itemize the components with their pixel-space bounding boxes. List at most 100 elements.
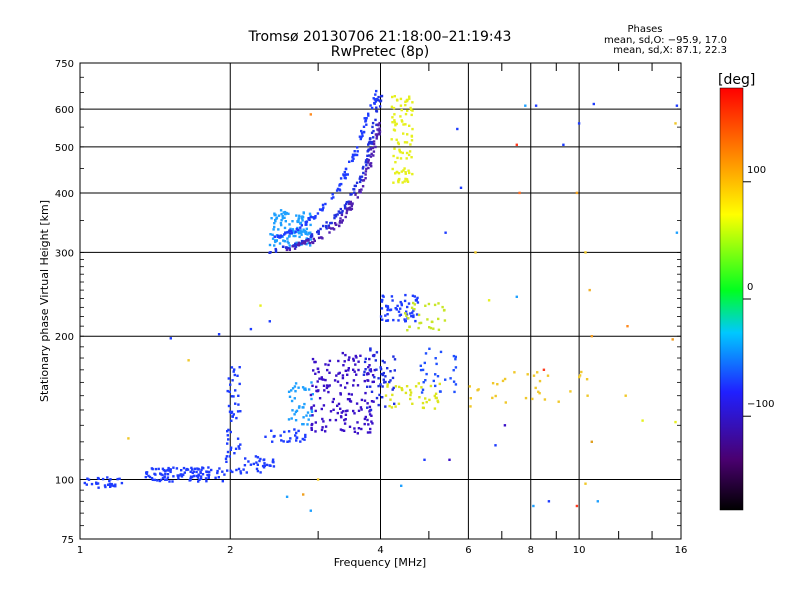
data-point — [114, 485, 117, 488]
data-point — [370, 140, 373, 144]
data-point — [369, 385, 372, 388]
data-point — [373, 101, 376, 105]
data-point — [410, 306, 414, 309]
data-point — [319, 227, 322, 231]
data-point — [189, 478, 192, 482]
data-point — [363, 370, 366, 374]
data-point — [180, 475, 184, 478]
data-point — [316, 380, 319, 383]
data-point — [364, 159, 368, 162]
data-point — [381, 359, 384, 363]
data-point — [104, 485, 107, 489]
data-point — [237, 394, 240, 397]
data-point — [401, 388, 404, 392]
data-point — [285, 231, 289, 234]
data-point — [433, 407, 437, 410]
data-point — [304, 230, 308, 233]
data-point — [377, 377, 380, 380]
data-point — [536, 371, 539, 374]
data-point — [422, 406, 425, 410]
data-point — [429, 326, 433, 330]
data-point — [282, 440, 285, 443]
data-point — [85, 483, 88, 486]
data-point — [355, 181, 359, 184]
data-point — [272, 465, 276, 468]
data-point — [369, 155, 373, 158]
data-point — [197, 474, 201, 477]
data-point — [329, 410, 333, 413]
data-point — [411, 101, 414, 104]
data-point — [345, 211, 348, 215]
data-point — [290, 399, 294, 403]
data-point — [332, 408, 335, 411]
legend-line-x: mean, sd,X: 87.1, 22.3 — [613, 45, 727, 56]
data-point — [406, 109, 409, 112]
data-point — [357, 409, 361, 412]
data-point — [264, 435, 267, 438]
data-point — [309, 215, 313, 219]
data-point — [346, 173, 349, 176]
data-point — [386, 307, 390, 310]
data-point — [229, 411, 233, 415]
data-point — [584, 251, 587, 254]
data-point — [524, 396, 528, 400]
data-point — [301, 219, 304, 222]
data-point — [300, 224, 303, 227]
data-point — [469, 397, 472, 400]
data-point — [346, 373, 349, 376]
data-point — [164, 472, 167, 476]
data-point — [370, 390, 374, 393]
data-point — [348, 160, 351, 163]
data-point — [321, 203, 325, 207]
data-point — [345, 209, 349, 212]
data-point — [167, 466, 170, 470]
data-point — [386, 308, 389, 312]
data-point — [283, 210, 287, 214]
data-point — [432, 327, 435, 330]
data-point — [259, 304, 262, 307]
data-point — [247, 460, 250, 463]
data-point — [291, 245, 294, 248]
data-point — [391, 299, 394, 302]
data-point — [300, 233, 303, 236]
data-point — [344, 418, 347, 421]
data-point — [290, 417, 293, 420]
data-point — [303, 229, 306, 233]
data-point — [328, 359, 332, 363]
data-point — [336, 411, 339, 415]
data-point — [353, 430, 357, 433]
data-point — [322, 378, 325, 381]
data-point — [273, 212, 276, 215]
data-point — [338, 221, 341, 224]
data-point — [526, 373, 529, 376]
data-point — [236, 437, 240, 440]
data-point — [376, 133, 379, 136]
data-point — [405, 151, 409, 155]
data-point — [324, 202, 327, 206]
data-point — [225, 460, 228, 463]
data-point — [185, 467, 189, 471]
data-point — [320, 376, 323, 379]
data-point — [391, 121, 394, 124]
grid-lines — [80, 63, 681, 539]
data-point — [273, 239, 277, 242]
data-point — [330, 197, 333, 200]
data-point — [393, 358, 397, 361]
data-point — [226, 469, 229, 472]
data-point — [369, 148, 373, 151]
data-point — [189, 470, 192, 473]
data-point — [313, 217, 316, 220]
data-point — [369, 349, 372, 352]
data-point — [228, 390, 231, 393]
data-point — [166, 476, 170, 479]
data-point — [116, 477, 119, 481]
data-point — [291, 228, 295, 231]
data-point — [397, 402, 401, 405]
data-point — [401, 151, 404, 155]
data-point — [377, 403, 380, 407]
legend-line-o: mean, sd,O: −95.9, 17.0 — [604, 35, 727, 46]
data-point — [356, 196, 359, 199]
data-point — [412, 314, 415, 317]
data-point — [392, 386, 395, 390]
data-point — [349, 200, 352, 204]
